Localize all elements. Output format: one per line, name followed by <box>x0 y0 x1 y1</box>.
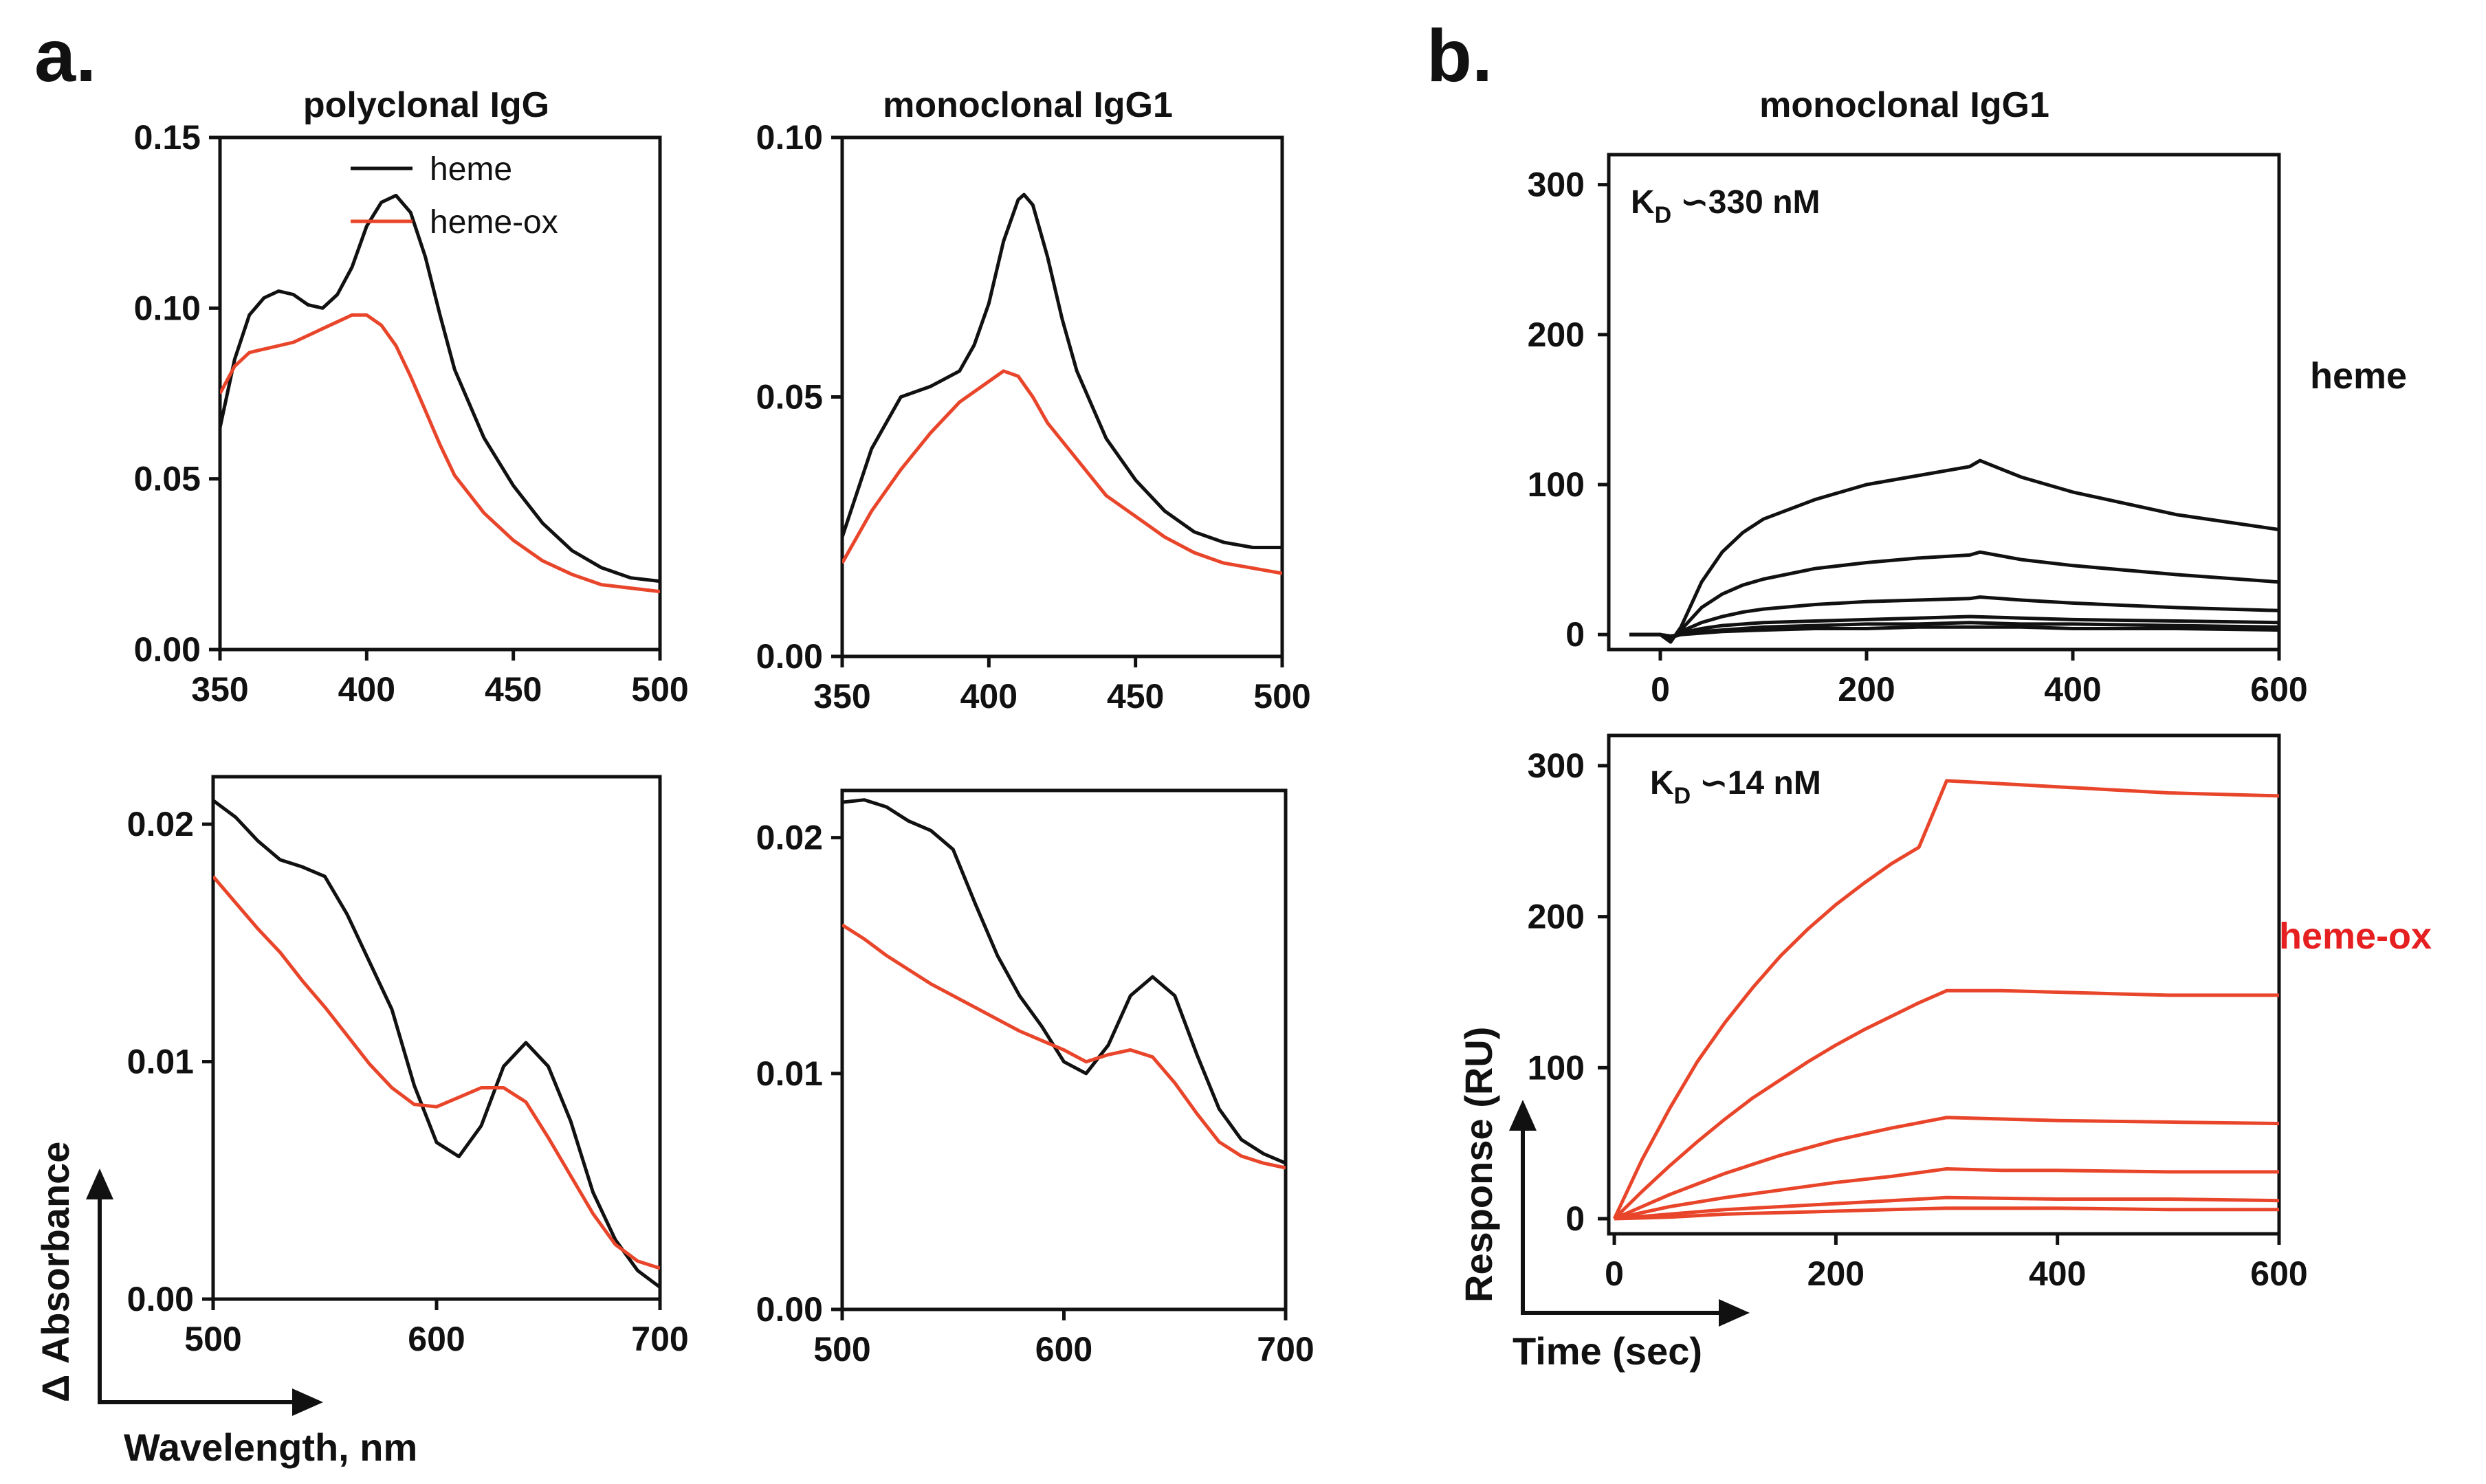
y-tick-label: 0.00 <box>127 1280 194 1318</box>
y-tick-label: 300 <box>1528 166 1585 204</box>
y-tick-label: 0.05 <box>134 460 201 498</box>
a-x-arrowhead <box>292 1388 323 1416</box>
x-tick-label: 200 <box>1807 1254 1864 1293</box>
y-tick-label: 0.00 <box>134 630 201 669</box>
x-tick-label: 400 <box>2044 670 2101 709</box>
panel-b-label: b. <box>1427 14 1493 97</box>
row-label-hemeox: heme-ox <box>2279 916 2432 957</box>
y-tick-label: 0.05 <box>756 378 823 417</box>
y-tick-label: 0.00 <box>756 1290 823 1329</box>
plot-frame <box>840 135 1284 658</box>
kd-annotation-hemeox: KD ∽14 nM <box>1650 765 1821 809</box>
row-label-heme: heme <box>2310 355 2407 397</box>
a-y-axis-title: Δ Absorbance <box>34 1142 77 1402</box>
kd-annotation-heme: KD ∽330 nM <box>1631 184 1820 228</box>
y-tick-label: 200 <box>1528 315 1585 354</box>
y-tick-label: 0.01 <box>756 1054 823 1093</box>
series-line-heme-ox <box>842 369 1282 575</box>
a-axis-arrows <box>86 1169 323 1416</box>
y-tick-label: 300 <box>1528 746 1585 785</box>
y-tick-label: 0.02 <box>127 805 194 843</box>
legend-heme-label: heme <box>430 151 512 188</box>
x-tick-label: 600 <box>408 1320 465 1358</box>
x-tick-label: 700 <box>1257 1330 1314 1369</box>
series-line-c5 <box>1614 1195 2279 1221</box>
series-line-heme <box>213 799 660 1289</box>
series-line-c1 <box>1612 779 2279 1220</box>
b-x-axis-title: Time (sec) <box>1512 1329 1702 1373</box>
x-tick-label: 350 <box>191 670 248 709</box>
b-axis-arrows <box>1509 1100 1750 1327</box>
chart-a-top-right: 350 400 450 500 0.00 0.05 0.10 <box>756 118 1311 716</box>
series-line-c6 <box>1629 625 2279 638</box>
x-tick-label: 0 <box>1605 1254 1624 1293</box>
y-tick-label: 0.01 <box>127 1043 194 1081</box>
x-tick-label: 700 <box>631 1320 688 1358</box>
b-x-arrowhead <box>1719 1299 1750 1327</box>
y-tick-label: 200 <box>1528 898 1585 936</box>
y-tick-label: 0.15 <box>134 118 201 157</box>
chart-a-bottom-right: 500 600 700 0.00 0.01 0.02 <box>756 788 1314 1369</box>
x-tick-label: 500 <box>1253 677 1310 716</box>
series-line-heme-ox <box>220 313 660 594</box>
series-line-heme-ox <box>842 923 1286 1170</box>
plot-frame <box>1607 733 2281 1236</box>
series-line-heme <box>842 798 1286 1165</box>
x-tick-label: 600 <box>2250 1254 2307 1293</box>
y-tick-label: 0.10 <box>756 118 823 157</box>
series-line-c6 <box>1614 1206 2279 1221</box>
x-tick-label: 450 <box>485 670 542 709</box>
x-tick-label: 450 <box>1107 677 1164 716</box>
legend-hemeox-label: heme-ox <box>430 204 558 241</box>
series-line-heme <box>842 192 1282 549</box>
series-line-heme-ox <box>213 875 660 1270</box>
x-tick-label: 600 <box>1035 1330 1092 1369</box>
y-tick-label: 0 <box>1565 1199 1585 1238</box>
title-monoclonal-a: monoclonal IgG1 <box>883 85 1173 125</box>
y-tick-label: 0 <box>1565 615 1585 654</box>
chart-a-top-left: 350 400 450 500 0.00 0.05 0.10 0.15 <box>134 118 689 709</box>
x-tick-label: 500 <box>813 1330 870 1369</box>
x-tick-label: 0 <box>1651 670 1670 709</box>
series-line-c2 <box>1613 988 2279 1220</box>
plot-frame <box>1607 153 2281 652</box>
x-tick-label: 500 <box>631 670 688 709</box>
a-y-arrowhead <box>86 1169 113 1199</box>
x-tick-label: 200 <box>1838 670 1895 709</box>
x-tick-label: 400 <box>960 677 1018 716</box>
y-tick-label: 0.02 <box>756 819 823 857</box>
x-tick-label: 500 <box>184 1320 241 1358</box>
x-tick-label: 400 <box>338 670 395 709</box>
b-y-axis-title: Response (RU) <box>1457 1027 1500 1303</box>
series-line-c4 <box>1614 1167 2279 1221</box>
x-tick-label: 350 <box>813 677 870 716</box>
title-polyclonal: polyclonal IgG <box>303 85 549 125</box>
x-tick-label: 400 <box>2029 1254 2086 1293</box>
chart-a-bottom-left: 500 600 700 0.00 0.01 0.02 <box>127 775 689 1358</box>
panel-a-label: a. <box>34 14 96 97</box>
legend: heme heme-ox <box>351 151 558 241</box>
y-tick-label: 100 <box>1528 465 1585 504</box>
series-line-heme <box>220 193 660 584</box>
b-y-arrowhead <box>1509 1100 1537 1131</box>
a-x-axis-title: Wavelength, nm <box>124 1426 417 1469</box>
y-tick-label: 100 <box>1528 1048 1585 1087</box>
plot-frame <box>211 775 662 1301</box>
chart-b-bottom: 0 200 400 600 0 100 200 300 <box>1528 733 2308 1293</box>
y-tick-label: 0.10 <box>134 289 201 327</box>
chart-b-top: 0 200 400 600 0 100 200 300 <box>1528 153 2308 709</box>
series-line-c3 <box>1614 1116 2279 1221</box>
y-tick-label: 0.00 <box>756 637 823 676</box>
title-monoclonal-b: monoclonal IgG1 <box>1759 85 2049 125</box>
x-tick-label: 600 <box>2250 670 2307 709</box>
